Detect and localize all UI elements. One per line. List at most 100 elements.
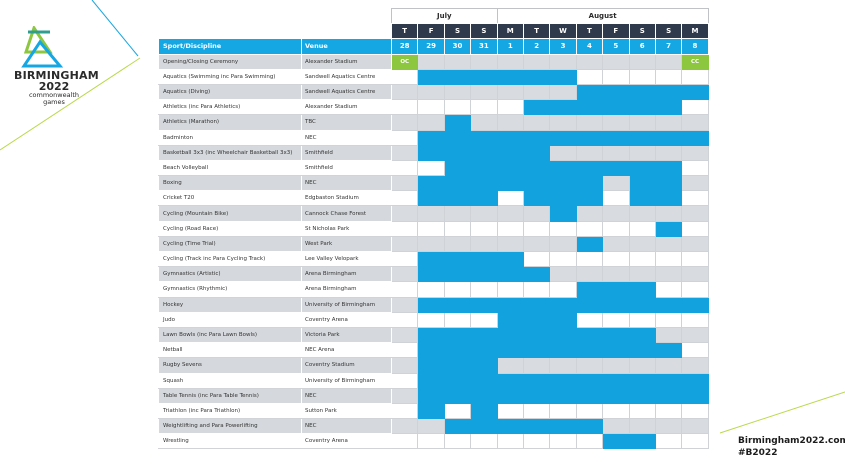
empty-day-cell	[575, 433, 604, 450]
empty-day-cell	[654, 205, 683, 222]
date-header: 6	[628, 38, 656, 55]
venue-name: Coventry Arena	[301, 433, 392, 450]
empty-day-cell	[390, 159, 419, 177]
empty-day-cell	[602, 311, 630, 328]
empty-day-cell	[681, 144, 709, 161]
event-day-cell	[602, 99, 630, 116]
event-day-cell	[443, 357, 472, 374]
event-day-cell	[575, 372, 604, 389]
empty-day-cell	[470, 220, 498, 237]
event-day-cell	[628, 372, 656, 389]
venue-name: University of Birmingham	[301, 296, 392, 313]
event-day-cell	[628, 387, 656, 404]
event-day-cell	[443, 387, 472, 404]
event-day-cell	[522, 311, 551, 328]
schedule-row: Wrestling Coventry Arena	[158, 433, 709, 450]
empty-day-cell	[654, 402, 683, 420]
event-day-cell	[681, 296, 709, 313]
logo-line-4: games	[43, 98, 65, 106]
empty-day-cell	[654, 235, 683, 253]
empty-day-cell	[549, 144, 577, 161]
empty-day-cell	[681, 266, 709, 283]
schedule-row: Badminton NEC	[158, 129, 709, 146]
empty-day-cell	[390, 114, 419, 131]
venue-name: NEC	[301, 387, 392, 404]
empty-day-cell	[602, 357, 630, 374]
sport-name: Athletics (inc Para Athletics)	[158, 99, 302, 116]
empty-day-cell	[681, 175, 709, 192]
event-day-cell	[628, 175, 656, 192]
schedule-row: Weightlifting and Para Powerlifting NEC	[158, 418, 709, 435]
schedule-row: Basketball 3x3 (inc Wheelchair Basketbal…	[158, 144, 709, 161]
event-day-cell	[575, 281, 604, 298]
venue-name: Smithfield	[301, 144, 392, 161]
event-day-cell	[602, 433, 630, 450]
empty-day-cell	[681, 357, 709, 374]
blank-header-cell	[158, 23, 302, 39]
schedule-row: Cycling (Road Race) St Nicholas Park	[158, 220, 709, 237]
event-day-cell	[575, 342, 604, 359]
empty-day-cell	[390, 296, 419, 313]
empty-day-cell	[575, 311, 604, 328]
empty-day-cell	[417, 53, 445, 70]
empty-day-cell	[496, 402, 524, 420]
empty-day-cell	[522, 357, 551, 374]
sport-name: Rugby Sevens	[158, 357, 302, 374]
empty-day-cell	[496, 235, 524, 253]
sport-name: Table Tennis (inc Para Table Tennis)	[158, 387, 302, 404]
ceremony-cell: CC	[681, 53, 709, 70]
event-day-cell	[522, 129, 551, 146]
footer: Birmingham2022.com #B2022	[738, 435, 845, 459]
weekday-header: M	[681, 23, 709, 40]
schedule-row: Rugby Sevens Coventry Stadium	[158, 357, 709, 374]
empty-day-cell	[681, 250, 709, 268]
empty-day-cell	[549, 357, 577, 374]
empty-day-cell	[470, 83, 498, 101]
event-day-cell	[522, 99, 551, 116]
empty-day-cell	[575, 205, 604, 222]
empty-day-cell	[628, 250, 656, 268]
venue-name: Coventry Arena	[301, 311, 392, 328]
empty-day-cell	[443, 433, 472, 450]
event-day-cell	[470, 266, 498, 283]
event-day-cell	[470, 387, 498, 404]
empty-day-cell	[681, 402, 709, 420]
empty-day-cell	[522, 250, 551, 268]
venue-name: NEC	[301, 175, 392, 192]
event-day-cell	[602, 281, 630, 298]
empty-day-cell	[549, 402, 577, 420]
event-day-cell	[549, 205, 577, 222]
date-header: 31	[470, 38, 498, 55]
empty-day-cell	[470, 311, 498, 328]
schedule-row: Cycling (Mountain Bike) Cannock Chase For…	[158, 205, 709, 222]
empty-day-cell	[681, 311, 709, 328]
event-day-cell	[443, 114, 472, 131]
venue-column-header: Venue	[301, 38, 392, 55]
sport-name: Badminton	[158, 129, 302, 146]
schedule-row: Athletics (inc Para Athletics) Alexander …	[158, 99, 709, 116]
empty-day-cell	[654, 281, 683, 298]
sport-name: Wrestling	[158, 433, 302, 450]
empty-day-cell	[390, 205, 419, 222]
empty-day-cell	[575, 144, 604, 161]
empty-day-cell	[575, 266, 604, 283]
event-day-cell	[496, 342, 524, 359]
empty-day-cell	[390, 372, 419, 389]
empty-day-cell	[390, 144, 419, 161]
website-link[interactable]: Birmingham2022.com	[738, 436, 845, 446]
venue-name: Arena Birmingham	[301, 266, 392, 283]
empty-day-cell	[496, 83, 524, 101]
empty-day-cell	[417, 220, 445, 237]
weekday-header: F	[417, 23, 445, 40]
empty-day-cell	[681, 159, 709, 177]
event-day-cell	[417, 190, 445, 207]
logo-line-3: commonwealth	[28, 91, 80, 99]
event-day-cell	[496, 296, 524, 313]
empty-day-cell	[443, 83, 472, 101]
event-day-cell	[628, 129, 656, 146]
empty-day-cell	[470, 99, 498, 116]
event-day-cell	[602, 129, 630, 146]
empty-day-cell	[522, 205, 551, 222]
weekday-header: T	[390, 23, 419, 40]
event-day-cell	[681, 372, 709, 389]
